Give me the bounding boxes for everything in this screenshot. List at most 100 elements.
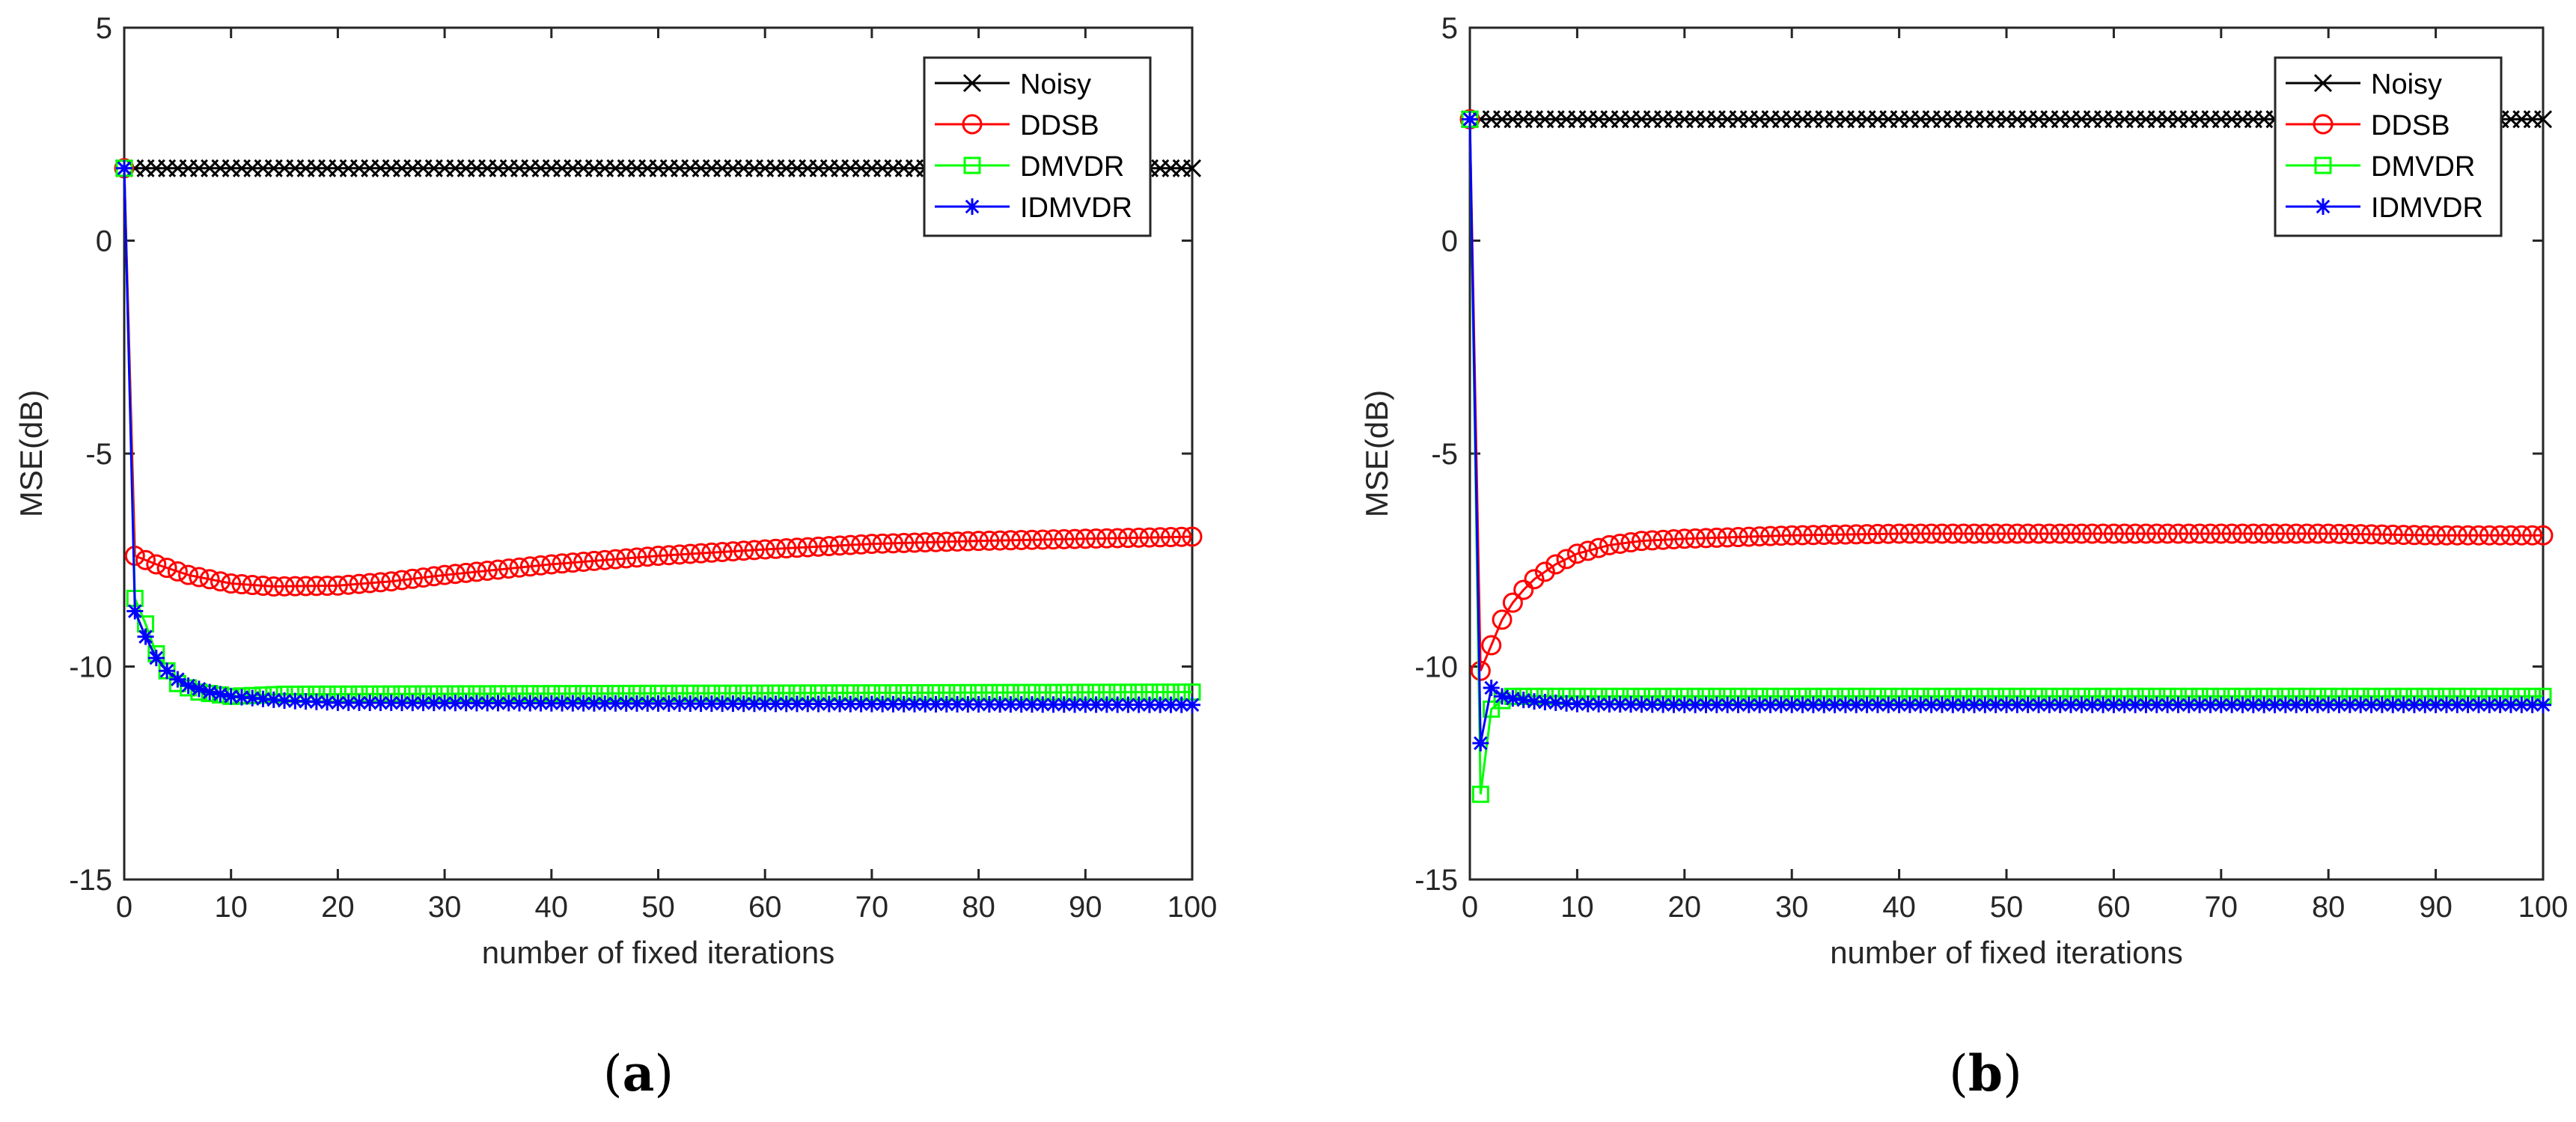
legend-marker <box>2315 198 2331 215</box>
data-point-idmvdr <box>2041 696 2058 713</box>
data-point-idmvdr <box>1579 695 1596 713</box>
data-point-ddsb <box>402 568 423 589</box>
data-point-ddsb <box>2221 523 2242 544</box>
data-point-ddsb <box>829 535 850 556</box>
data-point-idmvdr <box>564 695 582 712</box>
x-tick-label: 30 <box>1775 891 1809 924</box>
data-point-ddsb <box>1813 525 1834 546</box>
x-tick-label: 90 <box>2419 891 2453 924</box>
data-point-idmvdr <box>596 695 614 712</box>
data-point-idmvdr <box>2363 696 2380 713</box>
data-point-idmvdr <box>425 695 442 712</box>
data-point-ddsb <box>370 572 391 593</box>
data-point-idmvdr <box>2159 696 2176 713</box>
data-point-idmvdr <box>1816 696 1833 713</box>
data-point-ddsb <box>947 531 968 552</box>
data-point-ddsb <box>2179 523 2200 544</box>
series-idmvdr <box>1462 111 2551 751</box>
data-point-idmvdr <box>1965 696 1983 713</box>
data-point-ddsb <box>1631 531 1652 552</box>
data-point-ddsb <box>2146 523 2167 544</box>
data-point-idmvdr <box>244 689 261 707</box>
data-point-ddsb <box>626 547 647 568</box>
data-point-ddsb <box>594 549 615 570</box>
data-point-ddsb <box>680 543 701 564</box>
x-tick-label: 100 <box>1168 891 1218 924</box>
legend-entry-idmvdr: IDMVDR <box>935 192 1132 224</box>
data-point-idmvdr <box>1120 696 1137 713</box>
series-line-ddsb <box>1468 119 2543 671</box>
y-tick-label: 5 <box>96 12 112 45</box>
data-point-idmvdr <box>1987 696 2004 713</box>
x-tick-label: 10 <box>1560 891 1594 924</box>
y-tick-label: 0 <box>96 225 112 258</box>
x-tick-label: 20 <box>1668 891 1702 924</box>
data-point-ddsb <box>2114 523 2135 544</box>
data-point-ddsb <box>210 571 231 592</box>
data-point-idmvdr <box>2095 696 2112 713</box>
data-point-idmvdr <box>2535 696 2551 713</box>
data-point-ddsb <box>1921 523 1942 544</box>
data-point-idmvdr <box>2191 696 2209 713</box>
data-point-idmvdr <box>980 696 998 713</box>
data-point-ddsb <box>2468 525 2489 546</box>
data-point-ddsb <box>1674 528 1695 549</box>
data-point-idmvdr <box>1826 696 1843 713</box>
data-point-idmvdr <box>222 688 239 705</box>
data-point-ddsb <box>1803 525 1824 546</box>
data-point-idmvdr <box>1977 696 1994 713</box>
data-point-idmvdr <box>415 695 432 712</box>
data-point-ddsb <box>1556 549 1577 570</box>
data-point-idmvdr <box>1933 696 1950 713</box>
data-point-idmvdr <box>2030 696 2048 713</box>
data-point-idmvdr <box>2180 696 2197 713</box>
data-point-ddsb <box>263 576 284 597</box>
legend-marker <box>2313 73 2333 93</box>
y-tick-label: 0 <box>1441 225 1458 258</box>
data-point-ddsb <box>2414 525 2435 546</box>
data-point-idmvdr <box>863 695 880 713</box>
data-point-idmvdr <box>297 693 314 710</box>
data-point-idmvdr <box>757 695 774 713</box>
data-point-idmvdr <box>287 692 304 710</box>
data-point-idmvdr <box>1109 696 1126 713</box>
data-point-ddsb <box>616 548 637 569</box>
data-point-ddsb <box>1129 527 1150 548</box>
data-point-idmvdr <box>340 694 357 711</box>
data-point-ddsb <box>2189 523 2210 544</box>
data-point-ddsb <box>1502 592 1523 613</box>
data-point-ddsb <box>2490 525 2511 546</box>
data-point-idmvdr <box>2277 696 2294 713</box>
data-point-idmvdr <box>714 695 731 713</box>
data-point-ddsb <box>2135 523 2156 544</box>
data-point-ddsb <box>2243 523 2264 544</box>
data-point-idmvdr <box>820 695 837 713</box>
data-point-ddsb <box>882 533 903 554</box>
data-point-ddsb <box>327 575 348 596</box>
data-point-ddsb <box>979 530 1000 551</box>
data-point-idmvdr <box>212 686 229 703</box>
data-point-ddsb <box>1534 561 1555 582</box>
data-point-idmvdr <box>1087 696 1105 713</box>
series-idmvdr <box>116 159 1200 713</box>
data-point-ddsb <box>306 576 327 597</box>
x-tick-label: 30 <box>428 891 462 924</box>
data-point-idmvdr <box>852 695 870 713</box>
data-point-ddsb <box>904 532 925 553</box>
data-point-ddsb <box>1739 526 1759 547</box>
data-point-idmvdr <box>2352 696 2369 713</box>
legend-marker <box>962 73 982 93</box>
x-tick-label: 80 <box>2312 891 2345 924</box>
data-point-idmvdr <box>885 695 902 713</box>
data-point-ddsb <box>1481 635 1502 656</box>
data-point-ddsb <box>872 533 893 554</box>
data-point-ddsb <box>2340 523 2360 544</box>
data-point-ddsb <box>712 541 733 562</box>
data-point-ddsb <box>2393 525 2414 546</box>
data-point-ddsb <box>2265 523 2285 544</box>
x-tick-label: 70 <box>2205 891 2238 924</box>
data-point-idmvdr <box>2266 696 2283 713</box>
data-point-ddsb <box>2071 523 2092 544</box>
data-point-ddsb <box>1182 526 1203 547</box>
data-point-ddsb <box>1652 529 1673 550</box>
